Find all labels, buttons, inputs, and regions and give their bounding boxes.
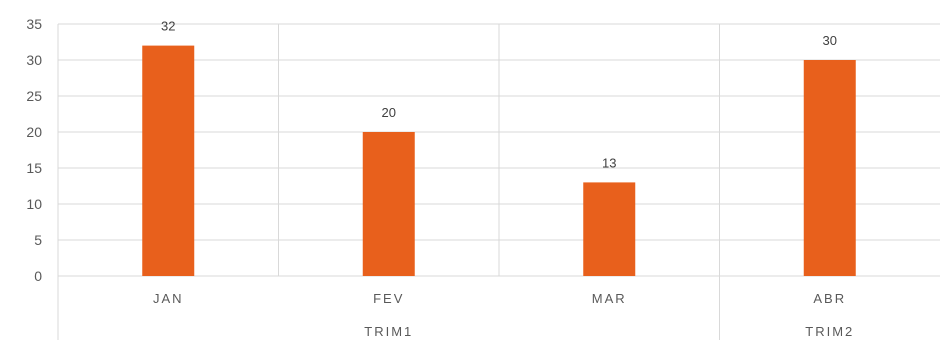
y-tick-label-5: 5: [34, 232, 42, 248]
y-tick-label-30: 30: [26, 52, 42, 68]
data-label-fev: 20: [382, 105, 396, 120]
bar-fev: [362, 132, 415, 276]
category-label-jan: JAN: [153, 291, 184, 306]
y-tick-label-35: 35: [26, 16, 42, 32]
category-label-abr: ABR: [813, 291, 846, 306]
bar-jan: [142, 45, 195, 276]
bar-mar: [583, 182, 636, 276]
y-tick-label-10: 10: [26, 196, 42, 212]
data-label-abr: 30: [823, 33, 837, 48]
data-label-jan: 32: [161, 19, 175, 34]
y-tick-label-25: 25: [26, 88, 42, 104]
data-label-mar: 13: [602, 155, 616, 170]
category-label-mar: MAR: [592, 291, 627, 306]
group-label-trim2: TRIM2: [805, 324, 854, 339]
category-label-fev: FEV: [373, 291, 404, 306]
bar-abr: [803, 60, 856, 276]
y-tick-label-15: 15: [26, 160, 42, 176]
y-tick-label-20: 20: [26, 124, 42, 140]
group-label-trim1: TRIM1: [364, 324, 413, 339]
y-tick-label-0: 0: [34, 268, 42, 284]
